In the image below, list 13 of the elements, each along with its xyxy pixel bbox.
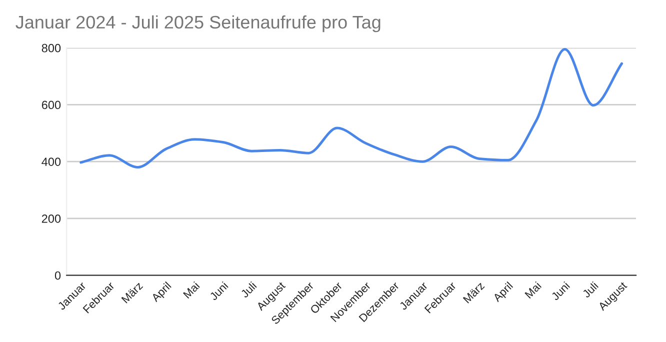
y-tick-label: 200 (42, 214, 61, 223)
y-tick-label: 600 (42, 100, 61, 110)
line-series (80, 48, 624, 169)
x-tick-label: Juni (208, 281, 228, 301)
x-tick-label: Mai (524, 281, 542, 299)
x-tick-label: Juni (550, 281, 570, 301)
chart-title: Januar 2024 - Juli 2025 Seitenaufrufe pro Tag (16, 15, 380, 32)
y-tick-label: 800 (42, 44, 61, 52)
x-tick-label: Juli (240, 281, 257, 298)
x-tick-label: Juli (582, 281, 599, 298)
x-tick-label: Mai (182, 281, 200, 299)
y-tick-label: 400 (42, 158, 61, 166)
y-tick-label: 0 (54, 271, 61, 280)
